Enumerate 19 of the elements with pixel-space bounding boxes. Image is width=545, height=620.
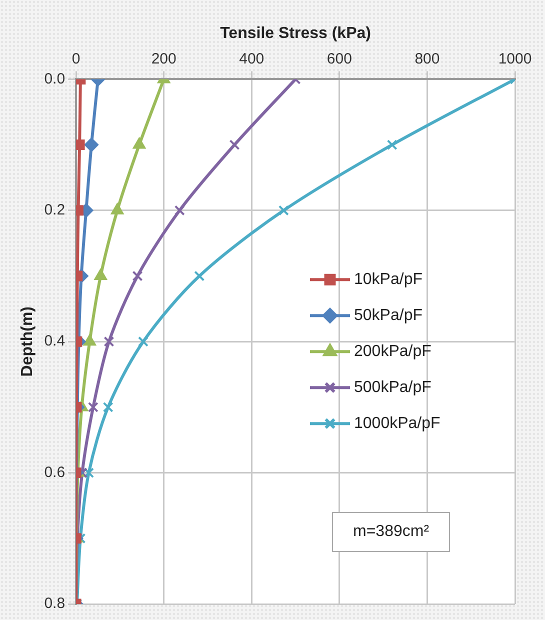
y-tick-label: 0.8 bbox=[44, 595, 66, 612]
y-tick-label: 0.6 bbox=[44, 464, 66, 481]
x-tick-label: 200 bbox=[151, 50, 176, 68]
x-tick-label: 0 bbox=[72, 50, 80, 68]
annotation: m=389cm² bbox=[332, 512, 450, 552]
x-tick-label: 600 bbox=[326, 50, 352, 68]
y-tick-label: 0.4 bbox=[44, 332, 66, 350]
legend-label: 1000kPa/pF bbox=[354, 415, 441, 432]
legend-label: 200kPa/pF bbox=[354, 343, 432, 360]
legend-label: 500kPa/pF bbox=[354, 379, 432, 396]
x-tick-label: 1000 bbox=[498, 50, 532, 68]
legend-label: 10kPa/pF bbox=[354, 271, 423, 288]
x-tick-label: 800 bbox=[414, 50, 440, 68]
legend-label: 50kPa/pF bbox=[354, 307, 423, 324]
y-axis-title: Depth(m) bbox=[19, 306, 36, 377]
y-tick-label: 0.0 bbox=[44, 70, 66, 88]
x-axis-title: Tensile Stress (kPa) bbox=[220, 25, 371, 42]
y-tick-label: 0.2 bbox=[44, 202, 66, 219]
x-tick-label: 400 bbox=[239, 50, 264, 68]
